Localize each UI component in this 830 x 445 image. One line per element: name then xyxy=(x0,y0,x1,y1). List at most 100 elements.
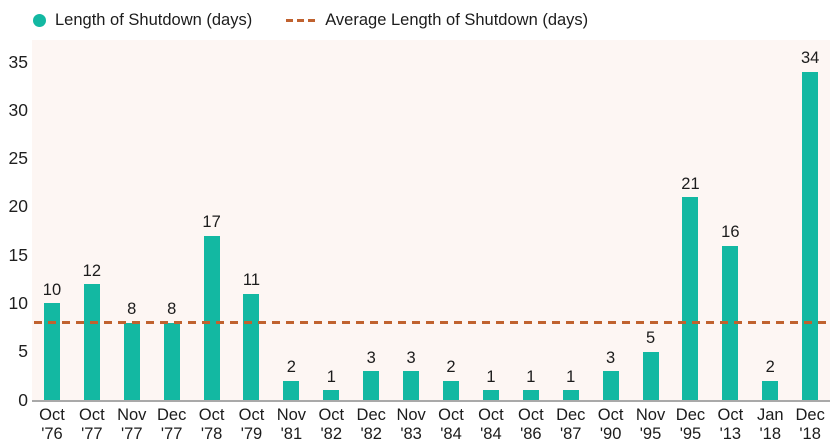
x-tick-label: Oct '82 xyxy=(318,406,345,443)
bar-value-label: 1 xyxy=(526,367,536,386)
bar-slot-dec--18: 34 xyxy=(790,40,830,400)
bar xyxy=(482,390,499,400)
y-axis: 0 5 10 15 20 25 30 35 xyxy=(0,40,32,408)
x-tick-label: Oct '76 xyxy=(39,406,65,443)
y-tick-label: 0 xyxy=(18,389,28,410)
bar-slot-oct--84: 1 xyxy=(471,40,511,400)
x-axis: Oct '76 Oct '77 Nov '77 Dec '77 Oct '78 Oct '79 Nov '… xyxy=(32,402,830,445)
x-tick-label: Oct '79 xyxy=(238,406,265,443)
x-tick-label: Oct '78 xyxy=(198,406,225,443)
bar xyxy=(682,197,699,400)
bar-value-label: 1 xyxy=(326,367,336,386)
x-tick-label: Dec '77 xyxy=(157,406,187,443)
y-tick-label: 10 xyxy=(8,292,28,313)
plot-area: 10 12 8 8 17 11 2 1 3 3 2 1 1 1 3 5 21 16 2 34 xyxy=(32,40,830,402)
bar xyxy=(243,293,260,400)
x-tick-label: Oct '90 xyxy=(597,406,624,443)
bar-value-label: 2 xyxy=(446,358,456,377)
bar-value-label: 5 xyxy=(645,329,656,348)
bar-slot-oct--77: 12 xyxy=(72,40,112,400)
bar xyxy=(642,351,659,400)
legend-label-shutdown-length: Length of Shutdown (days) xyxy=(55,10,253,29)
x-tick-label: Oct '84 xyxy=(438,406,464,443)
bar-value-label: 12 xyxy=(82,261,102,280)
bar-value-label: 8 xyxy=(127,300,137,319)
bar-value-label: 1 xyxy=(486,367,496,386)
y-tick-label: 30 xyxy=(8,99,28,120)
bar-slot-dec--87: 1 xyxy=(551,40,591,400)
x-tick-label: Oct '77 xyxy=(79,406,105,443)
bar-value-label: 1 xyxy=(566,367,576,386)
x-tick-label: Jan '18 xyxy=(756,406,784,443)
bar xyxy=(522,390,539,400)
bar xyxy=(163,322,180,400)
x-tick-label: Nov '81 xyxy=(276,406,307,443)
bar xyxy=(762,380,779,400)
x-tick-label: Dec '87 xyxy=(556,406,586,443)
bar-slot-oct--84: 2 xyxy=(431,40,471,400)
bar xyxy=(83,284,100,400)
y-tick-label: 20 xyxy=(8,196,28,217)
x-tick-label: Oct '86 xyxy=(517,406,544,443)
bar-value-label: 3 xyxy=(406,348,416,367)
bar xyxy=(802,71,819,400)
bar-value-label: 2 xyxy=(765,358,775,377)
bar xyxy=(443,380,460,400)
bar-slot-oct--13: 16 xyxy=(710,40,750,400)
bar-value-label: 8 xyxy=(167,300,177,319)
bar xyxy=(323,390,340,400)
legend-item-average: Average Length of Shutdown (days) xyxy=(286,11,588,30)
bar-slot-oct--90: 3 xyxy=(591,40,631,400)
bar-slot-jan--18: 2 xyxy=(750,40,790,400)
y-tick-label: 15 xyxy=(8,244,28,265)
x-tick-label: Oct '84 xyxy=(478,406,504,443)
bar xyxy=(123,322,140,400)
bar-slot-oct--86: 1 xyxy=(511,40,551,400)
bar-slot-dec--82: 3 xyxy=(351,40,391,400)
bar-slot-oct--76: 10 xyxy=(32,40,72,400)
bar-slot-nov--95: 5 xyxy=(631,40,671,400)
legend-label-average: Average Length of Shutdown (days) xyxy=(325,10,589,29)
x-tick-label: Oct '13 xyxy=(717,406,744,443)
bar-value-label: 10 xyxy=(42,280,62,299)
y-tick-label: 5 xyxy=(18,340,28,361)
x-tick-label: Nov '77 xyxy=(117,406,147,443)
bar-slot-dec--77: 8 xyxy=(152,40,192,400)
average-line-marker-icon xyxy=(286,18,317,22)
bar-series-marker-icon xyxy=(33,13,46,27)
bar-slot-oct--79: 11 xyxy=(232,40,272,400)
plot-column: 10 12 8 8 17 11 2 1 3 3 2 1 1 1 3 5 21 16 2 34 Oct '76 Oct '77… xyxy=(32,40,830,445)
bar-value-label: 17 xyxy=(202,213,221,232)
bar xyxy=(283,380,300,400)
x-tick-label: Dec '82 xyxy=(356,406,386,443)
bar xyxy=(403,371,420,400)
x-tick-label: Dec '95 xyxy=(675,406,706,443)
x-tick-label: Dec '18 xyxy=(795,406,825,443)
y-tick-label: 25 xyxy=(8,147,28,168)
bar-slot-nov--81: 2 xyxy=(271,40,311,400)
bar-slot-dec--95: 21 xyxy=(671,40,711,400)
x-tick-label: Nov '95 xyxy=(635,406,666,443)
average-shutdown-line xyxy=(34,320,830,324)
bar-value-label: 21 xyxy=(681,174,700,193)
bar-slot-oct--82: 1 xyxy=(311,40,351,400)
legend-item-shutdown-length: Length of Shutdown (days) xyxy=(33,11,252,30)
y-tick-label: 35 xyxy=(8,51,28,72)
bar-slot-nov--77: 8 xyxy=(112,40,152,400)
bar-value-label: 34 xyxy=(800,49,820,68)
bar-value-label: 11 xyxy=(242,271,261,290)
bar-slot-oct--78: 17 xyxy=(192,40,232,400)
bar-value-label: 3 xyxy=(606,348,616,367)
bar-value-label: 3 xyxy=(366,348,376,367)
bar xyxy=(602,371,619,400)
bar-value-label: 16 xyxy=(721,223,740,241)
bar xyxy=(363,371,380,400)
x-tick-label: Nov '83 xyxy=(396,406,426,443)
bar-slot-nov--83: 3 xyxy=(391,40,431,400)
bar xyxy=(43,303,60,400)
bar xyxy=(562,390,579,400)
chart-body: 0 5 10 15 20 25 30 35 10 12 8 8 17 11 2 1 3 3 2 1 1 1 3 5 21 16 2… xyxy=(0,40,830,445)
legend: Length of Shutdown (days) Average Length… xyxy=(0,0,830,40)
bar-value-label: 2 xyxy=(286,358,296,377)
